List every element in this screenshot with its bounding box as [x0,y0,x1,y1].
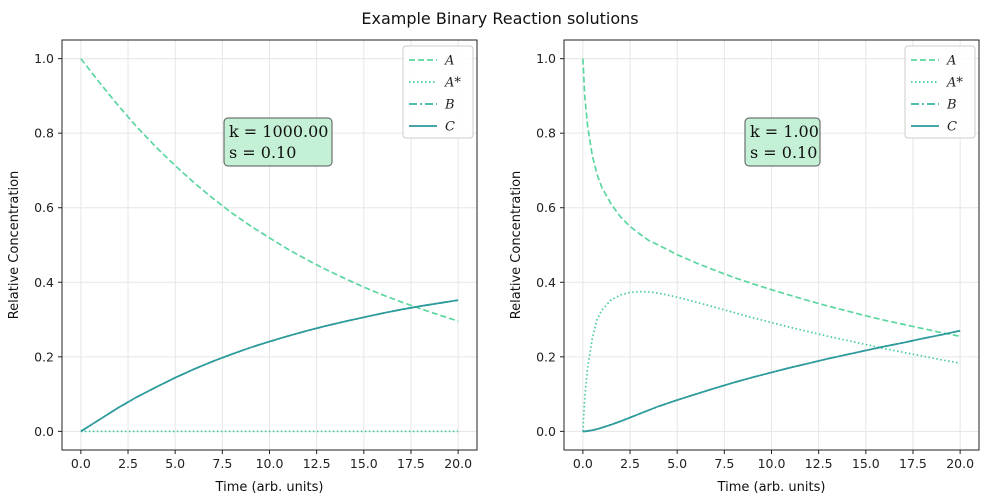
x-tick-label: 12.5 [303,456,331,471]
annotation-box [223,117,333,167]
x-tick-label: 10.0 [256,456,284,471]
x-tick-label: 7.5 [714,456,734,471]
y-tick-label: 0.6 [34,200,54,215]
parameter-annotation: k = 1000.00 s = 0.10 [223,117,333,167]
x-tick-label: 17.5 [899,456,927,471]
x-tick-label: 20.0 [946,456,974,471]
chart-panel-2: 0.0 2.5 5.0 7.5 10.0 12.5 15.0 17.5 20.0 0.0 0.2 0.… [509,39,980,495]
y-tick-label: 0.4 [536,275,556,290]
legend-label: B [444,98,455,113]
annotation-k: k = 1000.00 [229,122,328,141]
legend: A A* BC [904,45,976,139]
x-tick-label: 7.5 [212,456,232,471]
y-tick-label: 1.0 [536,51,556,66]
legend-box [904,45,976,139]
y-tick-label: 0.0 [34,424,54,439]
series-line-c [80,299,459,433]
x-tick-label: 2.5 [118,456,138,471]
series-line-a [582,58,961,338]
x-tick-label: 0.0 [573,456,593,471]
x-tick-label: 0.0 [71,456,91,471]
legend-label: C [445,120,455,135]
legend-label: B [946,98,957,113]
legend: A A* BC [402,45,474,139]
y-axis-label: Relative Concentration [7,171,22,320]
y-tick-label: 0.2 [34,349,54,364]
x-tick-label: 15.0 [852,456,880,471]
legend-label: C [947,120,957,135]
x-tick-label: 15.0 [350,456,378,471]
y-tick-label: 0.6 [536,200,556,215]
annotation-s: s = 0.10 [750,143,817,162]
figure-suptitle: Example Binary Reaction solutions [361,9,638,28]
annotation-k: k = 1.00 [750,122,819,141]
y-tick-label: 0.4 [34,275,54,290]
legend-label: A* [946,76,963,91]
annotation-box [744,117,821,167]
y-axis-label: Relative Concentration [509,171,524,320]
y-tick-label: 1.0 [34,51,54,66]
x-tick-label: 10.0 [758,456,786,471]
x-tick-label: 2.5 [620,456,640,471]
plot-frame [563,39,980,451]
y-tick-label: 0.2 [536,349,556,364]
x-tick-label: 20.0 [444,456,472,471]
x-axis-label: Time (arb. units) [215,480,324,495]
series-line-c [582,329,961,433]
x-axis-label: Time (arb. units) [717,480,826,495]
x-tick-label: 17.5 [397,456,425,471]
y-tick-label: 0.0 [536,424,556,439]
plot-frame [61,39,478,451]
x-tick-label: 12.5 [805,456,833,471]
legend-box [402,45,474,139]
legend-label: A [444,54,454,69]
parameter-annotation: k = 1.00 s = 0.10 [744,117,821,167]
x-tick-label: 5.0 [667,456,687,471]
series-line-a [80,58,459,322]
y-tick-label: 0.8 [34,126,54,141]
chart-panel-1: 0.0 2.5 5.0 7.5 10.0 12.5 15.0 17.5 20.0 0.0 0.2 0.… [7,39,478,495]
y-tick-label: 0.8 [536,126,556,141]
annotation-s: s = 0.10 [229,143,296,162]
legend-label: A [946,54,956,69]
chart-panels: 0.0 2.5 5.0 7.5 10.0 12.5 15.0 17.5 20.0 0.0 0.2 0.… [7,39,980,495]
legend-label: A* [444,76,461,91]
x-tick-label: 5.0 [165,456,185,471]
